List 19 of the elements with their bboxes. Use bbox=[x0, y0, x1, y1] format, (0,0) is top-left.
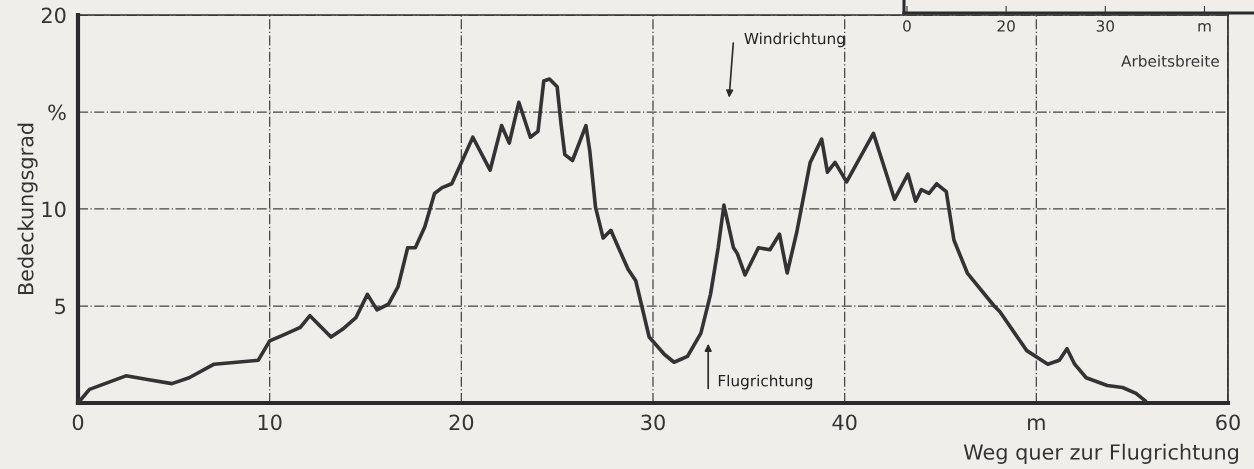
y-tick-label: 20 bbox=[41, 7, 66, 24]
text: Arbeitsbreite bbox=[1121, 55, 1219, 67]
y-tick-label: % bbox=[48, 104, 66, 121]
y-axis-title: Bedeckungsgrad bbox=[17, 123, 38, 295]
x-tick-label: 60 bbox=[1216, 414, 1240, 431]
x-tick-label: m bbox=[1028, 418, 1045, 430]
x-tick-label: 20 bbox=[449, 414, 474, 431]
annotation: Flugrichtung bbox=[718, 374, 813, 390]
category-label: m bbox=[1198, 23, 1211, 32]
x-tick-label: 0 bbox=[72, 414, 84, 431]
y-tick-label: 10 bbox=[42, 201, 66, 218]
x-tick-label: 30 bbox=[641, 414, 665, 431]
x-axis-title: Weg quer zur Flugrichtung bbox=[963, 443, 1239, 464]
category-label: 20 bbox=[997, 20, 1015, 32]
x-tick-label: 40 bbox=[832, 414, 857, 431]
y-tick-label: 5 bbox=[55, 298, 66, 315]
category-label: 30 bbox=[1096, 20, 1115, 32]
x-tick-label: 10 bbox=[258, 414, 282, 431]
category-label: 0 bbox=[903, 20, 911, 32]
